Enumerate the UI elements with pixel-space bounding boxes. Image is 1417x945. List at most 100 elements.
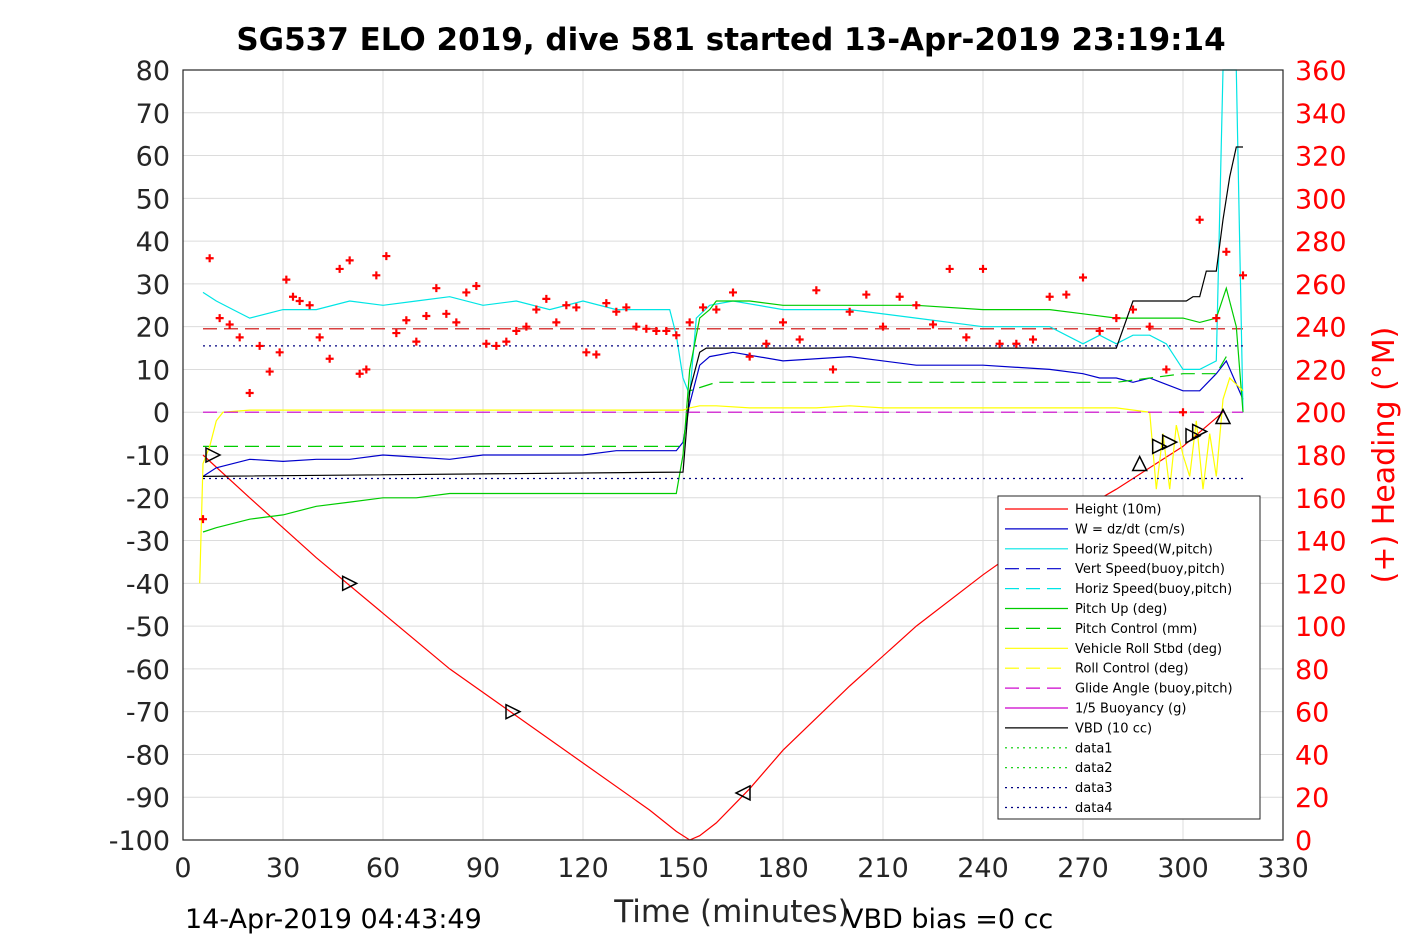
x-axis-label: Time (minutes) bbox=[613, 894, 849, 930]
heading-point bbox=[582, 348, 591, 357]
y2-tick-label: 20 bbox=[1295, 783, 1329, 814]
heading-point bbox=[1212, 314, 1221, 323]
series-line-7 bbox=[199, 376, 1244, 584]
heading-point bbox=[355, 369, 364, 378]
legend-label: data1 bbox=[1075, 741, 1113, 756]
series-line-1 bbox=[202, 351, 1244, 477]
y2-tick-label: 200 bbox=[1295, 398, 1347, 429]
triangle-marker bbox=[341, 575, 359, 592]
legend-label: Glide Angle (buoy,pitch) bbox=[1075, 682, 1233, 697]
legend-label: data2 bbox=[1075, 761, 1113, 776]
heading-point bbox=[845, 307, 854, 316]
legend-label: VBD (10 cc) bbox=[1075, 721, 1152, 736]
heading-point bbox=[552, 318, 561, 327]
heading-point bbox=[295, 297, 304, 305]
heading-point bbox=[492, 341, 501, 350]
heading-point bbox=[1112, 314, 1121, 323]
y2-tick-label: 300 bbox=[1295, 184, 1347, 215]
axes-box bbox=[182, 69, 1284, 841]
x-tick-label: 330 bbox=[1257, 853, 1309, 884]
heading-point bbox=[325, 354, 334, 363]
x-tick-label: 180 bbox=[757, 853, 809, 884]
heading-point bbox=[1162, 365, 1171, 374]
y2-tick-label: 340 bbox=[1295, 99, 1347, 130]
x-tick-label: 90 bbox=[466, 853, 500, 884]
x-tick-label: 210 bbox=[857, 853, 909, 884]
heading-point bbox=[632, 322, 641, 331]
legend-label: 1/5 Buoyancy (g) bbox=[1075, 702, 1186, 717]
heading-point bbox=[562, 301, 571, 310]
series-line-11 bbox=[202, 146, 1243, 477]
y2-tick-label: 220 bbox=[1295, 355, 1347, 386]
heading-point bbox=[762, 339, 771, 348]
heading-point bbox=[482, 339, 491, 348]
heading-point bbox=[995, 339, 1004, 348]
y2-tick-label: 260 bbox=[1295, 270, 1347, 301]
chart-title: SG537 ELO 2019, dive 581 started 13-Apr-… bbox=[236, 22, 1225, 58]
heading-point bbox=[685, 318, 694, 327]
heading-point bbox=[442, 309, 451, 318]
heading-point bbox=[1029, 335, 1037, 344]
y2-tick-label: 360 bbox=[1295, 56, 1347, 87]
x-tick-label: 150 bbox=[657, 853, 709, 884]
y-tick-label: 20 bbox=[136, 313, 170, 344]
heading-point bbox=[1239, 271, 1247, 280]
heading-point bbox=[402, 316, 411, 325]
heading-point bbox=[652, 326, 661, 335]
heading-point bbox=[1045, 292, 1054, 301]
y-tick-label: 30 bbox=[136, 270, 170, 301]
legend: Height (10m) W = dz/dt (cm/s) Horiz Speed(… bbox=[997, 495, 1261, 820]
legend-label: Height (10m) bbox=[1075, 503, 1161, 518]
heading-layer bbox=[199, 215, 1247, 524]
y2-tick-label: 280 bbox=[1295, 227, 1347, 258]
heading-point bbox=[282, 275, 291, 284]
y2-tick-label: 320 bbox=[1295, 142, 1347, 173]
heading-point bbox=[522, 322, 531, 331]
y-tick-label: -70 bbox=[126, 698, 170, 729]
y2-tick-label: 120 bbox=[1295, 569, 1347, 600]
heading-point bbox=[672, 331, 681, 340]
heading-point bbox=[602, 299, 611, 308]
heading-point bbox=[205, 254, 214, 263]
heading-point bbox=[235, 333, 244, 342]
series-line-6 bbox=[203, 356, 1227, 447]
x-tick-label: 0 bbox=[174, 853, 191, 884]
heading-point bbox=[542, 294, 551, 303]
y-tick-label: -60 bbox=[126, 655, 170, 686]
heading-point bbox=[795, 335, 804, 344]
marker-layer bbox=[205, 407, 1232, 802]
series-line-5 bbox=[202, 286, 1244, 533]
heading-point bbox=[255, 341, 264, 350]
y-tick-label: -50 bbox=[126, 612, 170, 643]
y-tick-label: 10 bbox=[136, 355, 170, 386]
y-tick-label: -30 bbox=[126, 527, 170, 558]
legend-label: data3 bbox=[1075, 781, 1113, 796]
y2-tick-label: 180 bbox=[1295, 441, 1347, 472]
legend-label: Pitch Up (deg) bbox=[1075, 602, 1167, 617]
y-tick-label: -90 bbox=[126, 783, 170, 814]
heading-point bbox=[392, 329, 401, 338]
y2-tick-label: 80 bbox=[1295, 655, 1329, 686]
heading-point bbox=[512, 326, 521, 335]
heading-point bbox=[572, 303, 581, 312]
heading-point bbox=[699, 303, 707, 312]
heading-point bbox=[372, 271, 381, 280]
x-tick-label: 30 bbox=[266, 853, 300, 884]
heading-point bbox=[729, 288, 737, 297]
y-tick-label: -40 bbox=[126, 569, 170, 600]
heading-point bbox=[862, 290, 871, 299]
triangle-marker bbox=[205, 446, 222, 464]
legend-label: Pitch Control (mm) bbox=[1075, 622, 1197, 637]
heading-point bbox=[315, 333, 324, 342]
heading-point bbox=[945, 264, 954, 273]
y2-tick-label: 40 bbox=[1295, 740, 1329, 771]
y2-tick-label: 160 bbox=[1295, 484, 1347, 515]
legend-items: Height (10m) W = dz/dt (cm/s) Horiz Speed(… bbox=[1005, 503, 1233, 816]
triangle-marker bbox=[1214, 407, 1232, 425]
heading-point bbox=[245, 388, 254, 397]
heading-point bbox=[225, 320, 234, 329]
heading-point bbox=[979, 264, 987, 273]
heading-point bbox=[502, 337, 511, 346]
y-tick-label: -80 bbox=[126, 740, 170, 771]
